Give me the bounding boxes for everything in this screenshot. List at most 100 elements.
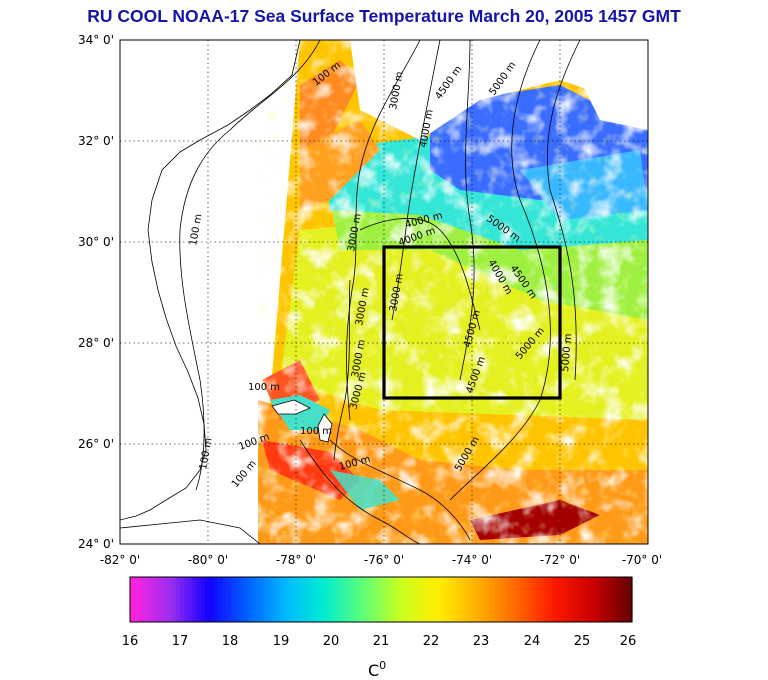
- lat-label: 32° 0': [78, 134, 114, 148]
- colorbar-cell: [351, 577, 357, 622]
- colorbar-cell: [414, 577, 420, 622]
- colorbar-cell: [418, 577, 424, 622]
- colorbar-tick: 23: [473, 634, 490, 649]
- colorbar-cell: [456, 577, 462, 622]
- colorbar-cell: [276, 577, 282, 622]
- lat-label: 28° 0': [78, 336, 114, 350]
- land-areas: [120, 40, 333, 544]
- colorbar-cell: [355, 577, 361, 622]
- colorbar-cell: [255, 577, 261, 622]
- colorbar-cell: [293, 577, 298, 622]
- lon-label: -70° 0': [622, 553, 662, 567]
- colorbar-cell: [368, 577, 374, 622]
- colorbar-cell: [477, 577, 482, 622]
- colorbar-cell: [326, 577, 332, 622]
- contour-label: 100 m: [248, 382, 280, 393]
- temperature-colorbar: 16 17 18 19 20 21 22 23 24 25 26 C0: [122, 576, 637, 680]
- colorbar-tick: 20: [323, 634, 340, 649]
- contour-label: 100 m: [198, 437, 214, 470]
- colorbar-tick-labels: 16 17 18 19 20 21 22 23 24 25 26: [122, 634, 637, 649]
- colorbar-cell: [552, 577, 558, 622]
- longitude-labels: -82° 0' -80° 0' -78° 0' -76° 0' -74° 0' …: [100, 553, 662, 567]
- colorbar-cell: [594, 577, 600, 622]
- colorbar-cell: [301, 577, 307, 622]
- colorbar-cell: [205, 577, 211, 622]
- colorbar-cell: [364, 577, 370, 622]
- colorbar-cell: [443, 577, 449, 622]
- colorbar-cell: [401, 577, 407, 622]
- colorbar-cell: [318, 577, 324, 622]
- contour-5000m-east: [547, 40, 581, 381]
- bahamas-bank-cyan-2: [330, 470, 400, 510]
- colorbar-cell: [569, 577, 575, 622]
- colorbar-cell: [573, 577, 579, 622]
- colorbar-cell: [138, 577, 144, 622]
- colorbar-tick: 21: [373, 634, 390, 649]
- colorbar-cell: [376, 577, 382, 622]
- colorbar-tick: 17: [172, 634, 189, 649]
- lon-label: -72° 0': [540, 553, 580, 567]
- colorbar-cell: [259, 577, 265, 622]
- contour-label: 100 m: [188, 213, 204, 246]
- colorbar-cell: [590, 577, 595, 622]
- colorbar-cell: [372, 577, 378, 622]
- colorbar-cells: [130, 577, 633, 622]
- contour-3000m: [346, 40, 421, 421]
- colorbar-cell: [305, 577, 311, 622]
- cloud-cover: [258, 40, 648, 544]
- contour-100m: [179, 40, 321, 491]
- contour-bahamas-2: [299, 439, 421, 544]
- colorbar-cell: [422, 577, 428, 622]
- colorbar-cell: [180, 577, 185, 622]
- lon-label: -82° 0': [100, 553, 140, 567]
- colorbar-cell: [184, 577, 190, 622]
- colorbar-cell: [150, 577, 156, 622]
- study-area-box: [382, 245, 562, 400]
- colorbar-cell: [284, 577, 290, 622]
- us-southeast-coast: [120, 40, 301, 521]
- colorbar-cell: [242, 577, 248, 622]
- colorbar-cell: [397, 577, 403, 622]
- abaco-island: [317, 413, 333, 443]
- colorbar-cell: [502, 577, 508, 622]
- colorbar-cell: [623, 577, 629, 622]
- colorbar-cell: [130, 577, 135, 622]
- colorbar-cell: [288, 577, 294, 622]
- contour-label: 100 m: [300, 426, 332, 437]
- colorbar-cell: [581, 577, 587, 622]
- colorbar-cell: [481, 577, 487, 622]
- contour-label: 5000 m: [560, 333, 574, 372]
- colorbar-unit-label: C0: [368, 659, 386, 680]
- colorbar-cell: [385, 577, 390, 622]
- colorbar-cell: [544, 577, 549, 622]
- lat-label: 30° 0': [78, 235, 114, 249]
- colorbar-cell: [489, 577, 495, 622]
- colorbar-cell: [272, 577, 278, 622]
- colorbar-cell: [234, 577, 240, 622]
- sst-imagery: [120, 40, 648, 544]
- colorbar-tick: 22: [423, 634, 440, 649]
- contour-5000m: [449, 40, 551, 501]
- lon-label: -76° 0': [364, 553, 404, 567]
- colorbar-tick: 26: [620, 634, 637, 649]
- colorbar-tick: 19: [273, 634, 290, 649]
- colorbar-cell: [410, 577, 416, 622]
- colorbar-cell: [209, 577, 215, 622]
- colorbar-cell: [393, 577, 399, 622]
- colorbar-cell: [577, 577, 583, 622]
- colorbar-cell: [485, 577, 491, 622]
- colorbar-cell: [447, 577, 453, 622]
- colorbar-cell: [167, 577, 173, 622]
- colorbar-cell: [230, 577, 236, 622]
- colorbar-cell: [611, 577, 616, 622]
- colorbar-cell: [360, 577, 365, 622]
- colorbar-cell: [606, 577, 612, 622]
- colorbar-cell: [468, 577, 474, 622]
- colorbar-cell: [464, 577, 470, 622]
- colorbar-cell: [343, 577, 349, 622]
- colorbar-cell: [523, 577, 529, 622]
- colorbar-cell: [297, 577, 303, 622]
- lat-label: 34° 0': [78, 33, 114, 47]
- colorbar-cell: [347, 577, 353, 622]
